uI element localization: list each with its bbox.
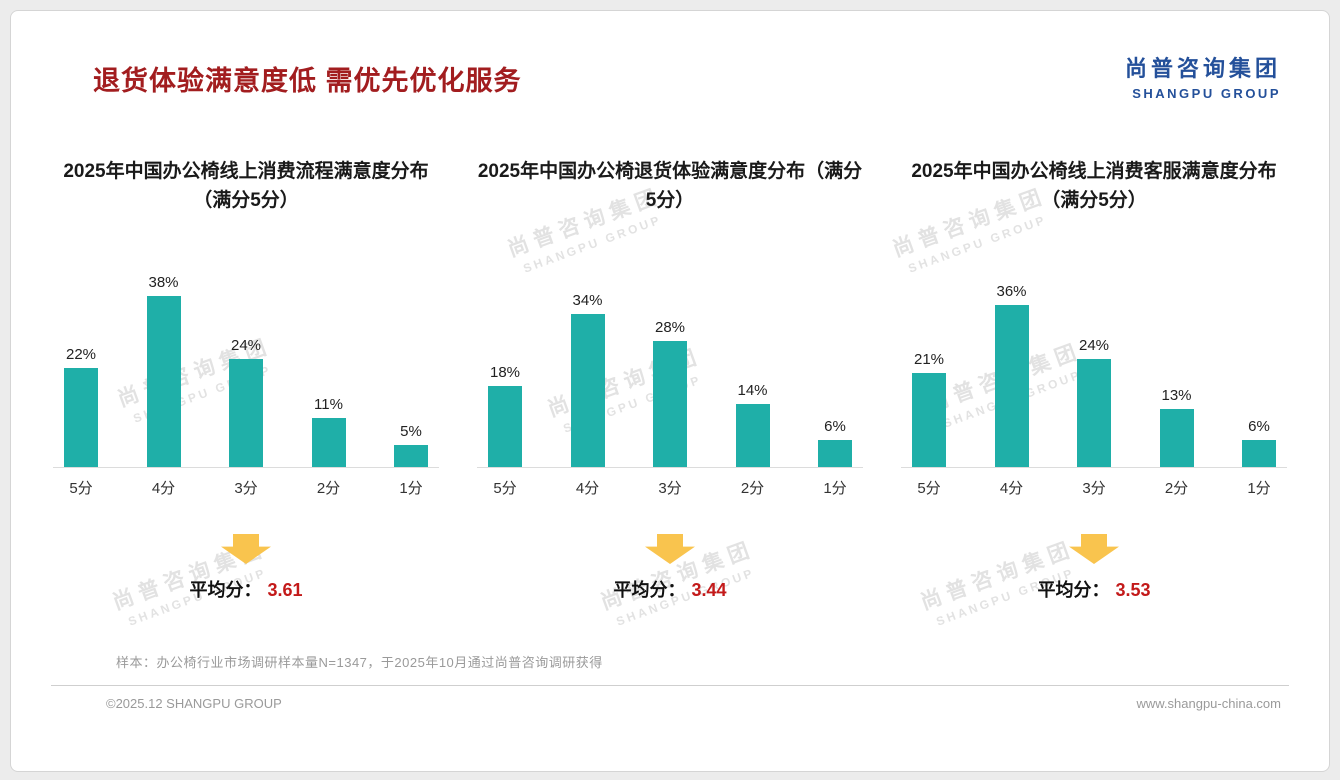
average-row: 平均分： 3.53 <box>1037 576 1150 602</box>
category-label: 2分 <box>1164 480 1189 497</box>
bar <box>653 341 687 467</box>
bar <box>64 368 98 467</box>
bar-group: 22% <box>61 346 101 467</box>
category-label: 1分 <box>823 480 847 497</box>
bar-value-label: 36% <box>996 283 1027 300</box>
bar-value-label: 11% <box>314 395 343 413</box>
category-label: 2分 <box>740 480 765 497</box>
bar-group: 21% <box>909 350 949 467</box>
logo-text-cn: 尚普咨询集团 <box>1124 56 1281 81</box>
category-label: 4分 <box>999 480 1024 497</box>
category-axis: 5分 4分 3分 2分 1分 <box>477 468 863 498</box>
bar-plot: 18% 34% 28% 14% 6% <box>477 263 863 468</box>
average-row: 平均分： 3.61 <box>189 576 302 602</box>
bar-group: 36% <box>992 283 1032 467</box>
bar-value-label: 24% <box>1078 337 1110 354</box>
down-arrow-icon <box>645 534 695 564</box>
average-value: 3.61 <box>267 580 303 600</box>
average-value: 3.44 <box>691 580 727 600</box>
bar-group: 6% <box>815 418 855 467</box>
copyright-text: ©2025.12 SHANGPU GROUP <box>106 696 282 711</box>
bar-value-label: 6% <box>1248 418 1270 435</box>
bar-group: 6% <box>1239 418 1279 467</box>
average-label: 平均分： <box>189 580 262 600</box>
bar-group: 34% <box>568 292 608 467</box>
bar <box>1242 440 1276 467</box>
category-label: 1分 <box>1247 480 1271 497</box>
bar-value-label: 24% <box>230 337 262 354</box>
bar-group: 18% <box>485 364 525 467</box>
bar-group: 24% <box>226 337 266 467</box>
bar <box>488 386 522 467</box>
bar <box>311 417 346 467</box>
bar-group: 38% <box>144 274 184 467</box>
charts-section: 2025年中国办公椅线上消费流程满意度分布（满分5分） 22% 38% 24% 11% 5… <box>11 157 1329 602</box>
bar-value-label: 22% <box>65 346 97 363</box>
down-arrow-icon <box>1069 534 1119 564</box>
bar <box>912 372 946 467</box>
website-text: www.shangpu-china.com <box>1136 696 1281 711</box>
bar <box>818 440 852 467</box>
category-label: 5分 <box>69 480 93 497</box>
footer: ©2025.12 SHANGPU GROUP www.shangpu-china… <box>11 686 1329 711</box>
down-arrow-icon <box>221 534 271 564</box>
bar-group: 5% <box>391 422 431 467</box>
bar <box>394 444 428 467</box>
category-label: 3分 <box>1082 480 1106 497</box>
bar-value-label: 28% <box>654 319 686 336</box>
chart-title: 2025年中国办公椅退货体验满意度分布（满分5分） <box>477 161 863 212</box>
category-label: 3分 <box>234 480 258 497</box>
bar-value-label: 14% <box>737 382 768 399</box>
page-title: 退货体验满意度低 需优先优化服务 <box>93 66 522 96</box>
chart-title: 2025年中国办公椅线上消费客服满意度分布（满分5分） <box>911 161 1277 212</box>
bar-value-label: 34% <box>572 292 603 309</box>
bar <box>146 296 181 467</box>
average-value: 3.53 <box>1115 580 1151 600</box>
category-label: 2分 <box>316 480 341 497</box>
bar-value-label: 6% <box>824 418 846 435</box>
category-label: 3分 <box>658 480 682 497</box>
chart-title: 2025年中国办公椅线上消费流程满意度分布（满分5分） <box>63 161 429 212</box>
bar-group: 24% <box>1074 337 1114 467</box>
bar-value-label: 38% <box>148 274 179 291</box>
bar-plot: 21% 36% 24% 13% 6% <box>901 263 1287 468</box>
bar <box>994 305 1029 467</box>
category-axis: 5分 4分 3分 2分 1分 <box>53 468 439 498</box>
footer-divider <box>51 685 1289 686</box>
bar-value-label: 13% <box>1161 386 1192 404</box>
bar <box>1159 408 1194 467</box>
category-axis: 5分 4分 3分 2分 1分 <box>901 468 1287 498</box>
bar-group: 28% <box>650 319 690 467</box>
bar <box>735 404 770 467</box>
bar-group: 13% <box>1157 386 1197 467</box>
header: 退货体验满意度低 需优先优化服务 尚普咨询集团 SHANGPU GROUP <box>11 11 1329 101</box>
chart-3: 2025年中国办公椅线上消费客服满意度分布（满分5分） 21% 36% 24% 13% 6… <box>887 157 1301 602</box>
average-label: 平均分： <box>1037 580 1110 600</box>
slide-card: 尚普咨询集团 SHANGPU GROUP 尚普咨询集团 SHANGPU GROU… <box>10 10 1330 772</box>
average-label: 平均分： <box>613 580 686 600</box>
sample-note: 样本：办公椅行业市场调研样本量N=1347，于2025年10月通过尚普咨询调研获… <box>116 655 603 670</box>
bar <box>1077 359 1111 467</box>
category-label: 5分 <box>493 480 517 497</box>
bar <box>229 359 263 467</box>
category-label: 4分 <box>151 480 176 497</box>
category-label: 1分 <box>399 480 423 497</box>
bar-plot: 22% 38% 24% 11% 5% <box>53 263 439 468</box>
logo-text-en: SHANGPU GROUP <box>1132 86 1281 101</box>
category-label: 5分 <box>917 480 941 497</box>
average-row: 平均分： 3.44 <box>613 576 726 602</box>
bar-group: 11% <box>309 395 349 467</box>
chart-2: 2025年中国办公椅退货体验满意度分布（满分5分） 18% 34% 28% 14% 6% 5… <box>463 157 877 602</box>
company-logo: 尚普咨询集团 SHANGPU GROUP <box>1125 51 1281 101</box>
category-label: 4分 <box>575 480 600 497</box>
bar-value-label: 21% <box>913 350 945 368</box>
chart-1: 2025年中国办公椅线上消费流程满意度分布（满分5分） 22% 38% 24% 11% 5… <box>39 157 453 602</box>
bar-value-label: 18% <box>489 364 521 381</box>
bar-group: 14% <box>733 382 773 467</box>
bar-value-label: 5% <box>400 422 422 440</box>
bar <box>570 314 605 467</box>
